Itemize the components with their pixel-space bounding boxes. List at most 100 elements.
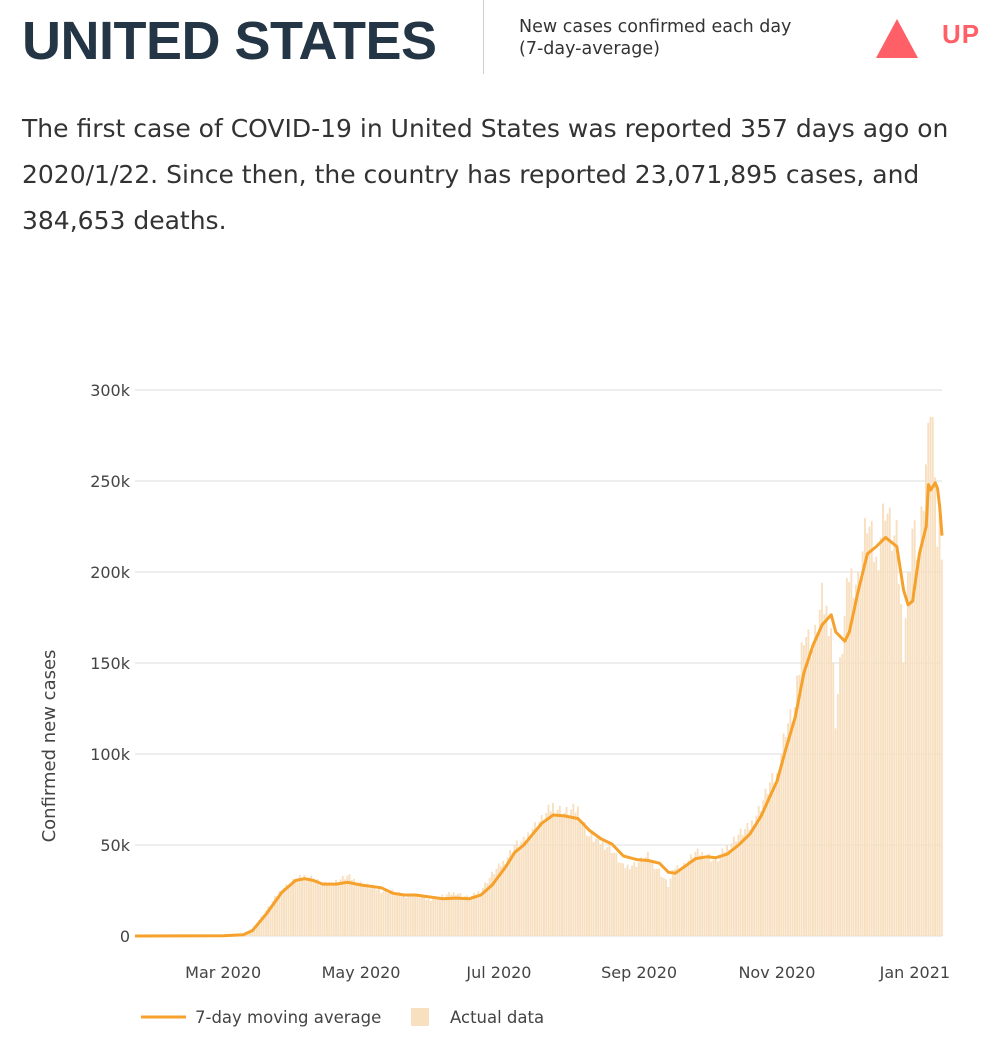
bar <box>581 821 584 936</box>
bar <box>316 879 319 936</box>
bar <box>522 836 525 936</box>
header-divider <box>483 0 484 74</box>
bar <box>531 828 534 936</box>
bar <box>461 897 464 936</box>
bar <box>624 868 627 936</box>
country-title: UNITED STATES <box>22 11 437 71</box>
bar <box>818 609 821 936</box>
bar <box>533 821 536 936</box>
bar <box>665 879 667 936</box>
bar <box>841 653 844 936</box>
bar <box>488 877 491 936</box>
bar <box>396 892 398 936</box>
bar <box>486 883 489 936</box>
x-tick-label: Nov 2020 <box>738 963 815 982</box>
bar <box>929 416 932 936</box>
bar <box>556 809 559 936</box>
bar <box>701 852 704 936</box>
bar <box>927 422 930 936</box>
bar <box>513 845 516 936</box>
bar <box>893 535 896 936</box>
bar <box>712 859 715 936</box>
bar <box>744 829 747 936</box>
bar <box>597 835 600 936</box>
bar <box>292 879 294 936</box>
bar <box>590 833 593 936</box>
bar <box>687 860 690 936</box>
bar <box>287 886 290 936</box>
bar <box>843 615 846 936</box>
bar <box>454 894 457 936</box>
bar <box>857 571 860 936</box>
bar <box>732 836 735 936</box>
metric-averaging: (7-day-average) <box>519 39 660 59</box>
bar <box>897 584 900 936</box>
bar <box>807 629 810 936</box>
bar <box>628 869 631 936</box>
bar <box>861 551 864 936</box>
bar <box>710 861 713 936</box>
bar <box>850 568 853 936</box>
bar <box>588 836 591 936</box>
bar <box>595 838 597 936</box>
bar <box>906 571 909 936</box>
triangle-up-icon <box>876 19 918 58</box>
bar <box>255 924 258 936</box>
bar <box>793 707 796 936</box>
bar <box>448 892 450 936</box>
bar <box>540 815 543 936</box>
bar <box>321 884 324 936</box>
bar <box>798 674 801 936</box>
bar <box>466 895 469 936</box>
bar <box>931 417 934 936</box>
bar <box>278 891 281 936</box>
bar <box>319 885 322 936</box>
bar <box>900 604 903 936</box>
bar <box>723 852 726 936</box>
bar <box>674 868 676 936</box>
bar <box>558 805 561 936</box>
bar <box>472 892 475 936</box>
bar <box>477 891 480 936</box>
bar <box>895 519 898 936</box>
bar <box>579 821 582 936</box>
bar <box>339 879 342 936</box>
bar <box>572 803 575 936</box>
bar <box>382 891 385 936</box>
bar <box>366 883 369 936</box>
bar <box>346 875 349 936</box>
y-tick-label: 250k <box>90 472 131 491</box>
cases-chart: 0 50k 100k 150k 200k 250k 300k Mar 2020 May 202… <box>39 381 950 1027</box>
bar <box>251 929 254 936</box>
bar <box>916 559 918 936</box>
bar <box>685 866 688 936</box>
bar <box>527 832 530 936</box>
bar <box>463 896 466 936</box>
bar <box>289 882 292 936</box>
legend[interactable]: 7-day moving average Actual data <box>141 1008 544 1027</box>
bar <box>423 895 426 936</box>
x-tick-label: Mar 2020 <box>185 963 261 982</box>
bar <box>520 841 523 936</box>
bar <box>285 884 288 936</box>
bar <box>328 882 331 936</box>
bar <box>791 721 794 936</box>
bar <box>658 868 661 936</box>
bar <box>705 855 708 936</box>
bar <box>635 866 638 936</box>
bar <box>314 879 317 936</box>
bar <box>387 893 389 936</box>
bar <box>500 866 502 936</box>
y-tick-label: 0 <box>120 927 130 946</box>
y-tick-label: 150k <box>90 654 131 673</box>
bar <box>622 863 624 936</box>
bar <box>570 809 573 936</box>
bar <box>378 888 380 936</box>
x-tick-label: Jan 2021 <box>879 963 950 982</box>
bar <box>420 896 423 936</box>
bar <box>936 546 939 936</box>
bar <box>651 860 654 936</box>
bar <box>766 794 769 936</box>
bar <box>884 520 887 936</box>
bar <box>506 857 509 936</box>
